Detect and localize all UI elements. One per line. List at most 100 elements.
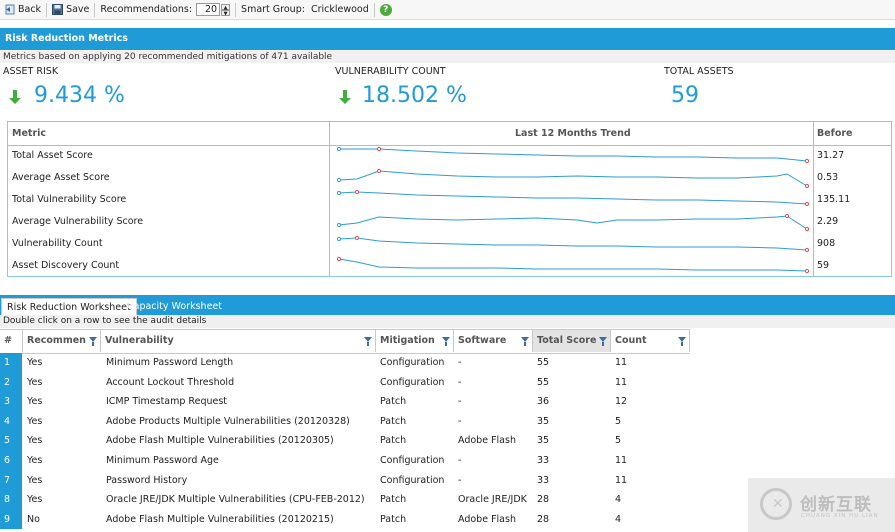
before-value: 2.29 xyxy=(817,216,839,227)
table-row[interactable]: 3 Yes ICMP Timestamp Request Patch - 36 12 xyxy=(0,392,895,412)
count-cell: 5 xyxy=(615,415,622,427)
toolbar-divider xyxy=(94,2,96,17)
recommendations-label: Recommendations: xyxy=(100,4,193,15)
total-score-cell: 36 xyxy=(537,396,550,408)
software-cell: Adobe Flash xyxy=(458,513,516,525)
stepper-up-button[interactable]: ▲ xyxy=(221,3,231,11)
recommended-cell: Yes xyxy=(27,435,43,447)
table-row[interactable]: 6 Yes Minimum Password Age Configuration - 33… xyxy=(0,451,895,471)
count-cell: 11 xyxy=(615,455,628,466)
vulnerability-cell: Adobe Flash Multiple Vulnerabilities (20… xyxy=(106,435,334,447)
mitigation-cell: Patch xyxy=(380,435,407,447)
asset-risk-value: 9.434 % xyxy=(34,83,125,108)
column-divider xyxy=(329,122,330,276)
filter-icon[interactable] xyxy=(442,337,450,346)
software-cell: - xyxy=(458,357,462,368)
toolbar-divider xyxy=(235,2,237,17)
recommendations-stepper[interactable]: 20 ▲ ▼ xyxy=(196,3,231,17)
metric-name: Asset Discovery Count xyxy=(12,260,120,271)
toolbar-divider xyxy=(46,2,48,17)
filter-icon[interactable] xyxy=(521,337,529,346)
down-arrow-icon xyxy=(339,90,351,104)
mitigation-cell: Patch xyxy=(380,494,407,506)
help-icon[interactable]: ? xyxy=(379,3,392,16)
column-header-count[interactable]: Count xyxy=(611,330,690,352)
smart-group-value[interactable]: Cricklewood xyxy=(310,4,369,15)
sparkline xyxy=(337,256,810,274)
trend-row: Average Asset Score 0.53 xyxy=(8,168,891,190)
count-cell: 11 xyxy=(615,357,628,368)
table-row[interactable]: 2 Yes Account Lockout Threshold Configurati… xyxy=(0,372,895,393)
count-cell: 4 xyxy=(615,494,622,506)
software-cell: Adobe Flash xyxy=(458,435,516,447)
row-number-cell: 6 xyxy=(0,451,22,471)
before-column-header: Before xyxy=(817,128,853,139)
total-score-cell: 35 xyxy=(537,435,550,447)
column-header-software[interactable]: Software xyxy=(454,330,533,352)
vulnerability-cell: Password History xyxy=(106,474,188,486)
column-header-label: Vulnerability xyxy=(105,335,174,346)
row-number-cell: 7 xyxy=(0,470,22,491)
row-number-cell: 9 xyxy=(0,509,22,530)
vulnerability-cell: Minimum Password Age xyxy=(106,455,219,466)
filter-icon[interactable] xyxy=(678,337,686,346)
watermark-text: 创新互联 xyxy=(800,495,872,515)
filter-icon[interactable] xyxy=(364,337,372,346)
row-number-cell: 2 xyxy=(0,372,22,393)
column-header-recommended[interactable]: Recommen xyxy=(23,330,101,352)
mitigation-cell: Configuration xyxy=(380,474,445,486)
worksheet-tabbar: Risk Reduction Worksheet Capacity Worksh… xyxy=(0,295,895,315)
software-cell: - xyxy=(458,415,462,427)
toolbar: Back Save Recommendations: 20 ▲ ▼ Smart … xyxy=(0,0,895,20)
vulnerability-cell: Adobe Flash Multiple Vulnerabilities (20… xyxy=(106,513,334,525)
vulnerability-count-label: VULNERABILITY COUNT xyxy=(335,66,446,77)
total-score-cell: 55 xyxy=(537,376,550,388)
trend-row: Total Vulnerability Score 135.11 xyxy=(8,190,891,212)
total-score-cell: 28 xyxy=(537,513,550,525)
total-score-cell: 33 xyxy=(537,455,550,466)
mitigation-cell: Patch xyxy=(380,513,407,525)
tab-capacity-worksheet[interactable]: Capacity Worksheet xyxy=(127,301,222,312)
table-row[interactable]: 9 No Adobe Flash Multiple Vulnerabilities … xyxy=(0,509,895,530)
tab-risk-reduction-worksheet[interactable]: Risk Reduction Worksheet xyxy=(1,298,137,315)
table-row[interactable]: 1 Yes Minimum Password Length Configuration… xyxy=(0,353,895,373)
back-button[interactable]: Back xyxy=(0,0,45,19)
vulnerability-cell: ICMP Timestamp Request xyxy=(106,396,228,408)
back-label: Back xyxy=(18,4,42,15)
column-header-vulnerability[interactable]: Vulnerability xyxy=(101,330,376,352)
trend-table: Metric Last 12 Months Trend Before Total… xyxy=(7,121,892,277)
metric-name: Average Asset Score xyxy=(12,172,110,183)
table-row[interactable]: 4 Yes Adobe Products Multiple Vulnerabilit… xyxy=(0,411,895,432)
total-score-cell: 55 xyxy=(537,357,550,368)
column-header-total-score[interactable]: Total Score xyxy=(533,330,611,352)
software-cell: - xyxy=(458,455,462,466)
stepper-down-button[interactable]: ▼ xyxy=(221,9,231,17)
row-number-cell: 4 xyxy=(0,411,22,432)
before-value: 135.11 xyxy=(817,194,851,205)
metric-name: Total Asset Score xyxy=(12,150,93,161)
trend-row: Total Asset Score 31.27 xyxy=(8,146,891,168)
mitigation-cell: Configuration xyxy=(380,376,445,388)
recommended-cell: No xyxy=(27,513,40,525)
total-assets-label: TOTAL ASSETS xyxy=(664,66,734,77)
software-cell: - xyxy=(458,396,462,408)
vulnerability-cell: Adobe Products Multiple Vulnerabilities … xyxy=(106,415,350,427)
total-score-cell: 33 xyxy=(537,474,550,486)
trend-row: Average Vulnerability Score 2.29 xyxy=(8,212,891,234)
recommendations-input[interactable]: 20 xyxy=(196,3,221,16)
table-row[interactable]: 7 Yes Password History Configuration - 33 11 xyxy=(0,470,895,491)
mitigation-cell: Configuration xyxy=(380,357,445,368)
count-cell: 5 xyxy=(615,435,622,447)
table-row[interactable]: 8 Yes Oracle JRE/JDK Multiple Vulnerabilit… xyxy=(0,490,895,510)
back-icon xyxy=(5,4,15,15)
toolbar-divider xyxy=(373,2,375,17)
total-assets-value: 59 xyxy=(671,83,699,108)
save-button[interactable]: Save xyxy=(48,0,93,19)
column-header-label: Mitigation xyxy=(380,335,435,346)
filter-icon[interactable] xyxy=(599,337,607,346)
table-row[interactable]: 5 Yes Adobe Flash Multiple Vulnerabilities… xyxy=(0,431,895,451)
filter-icon[interactable] xyxy=(89,337,97,346)
recommended-cell: Yes xyxy=(27,415,43,427)
column-header-mitigation[interactable]: Mitigation xyxy=(376,330,454,352)
metrics-note: Metrics based on applying 20 recommended… xyxy=(0,51,895,63)
